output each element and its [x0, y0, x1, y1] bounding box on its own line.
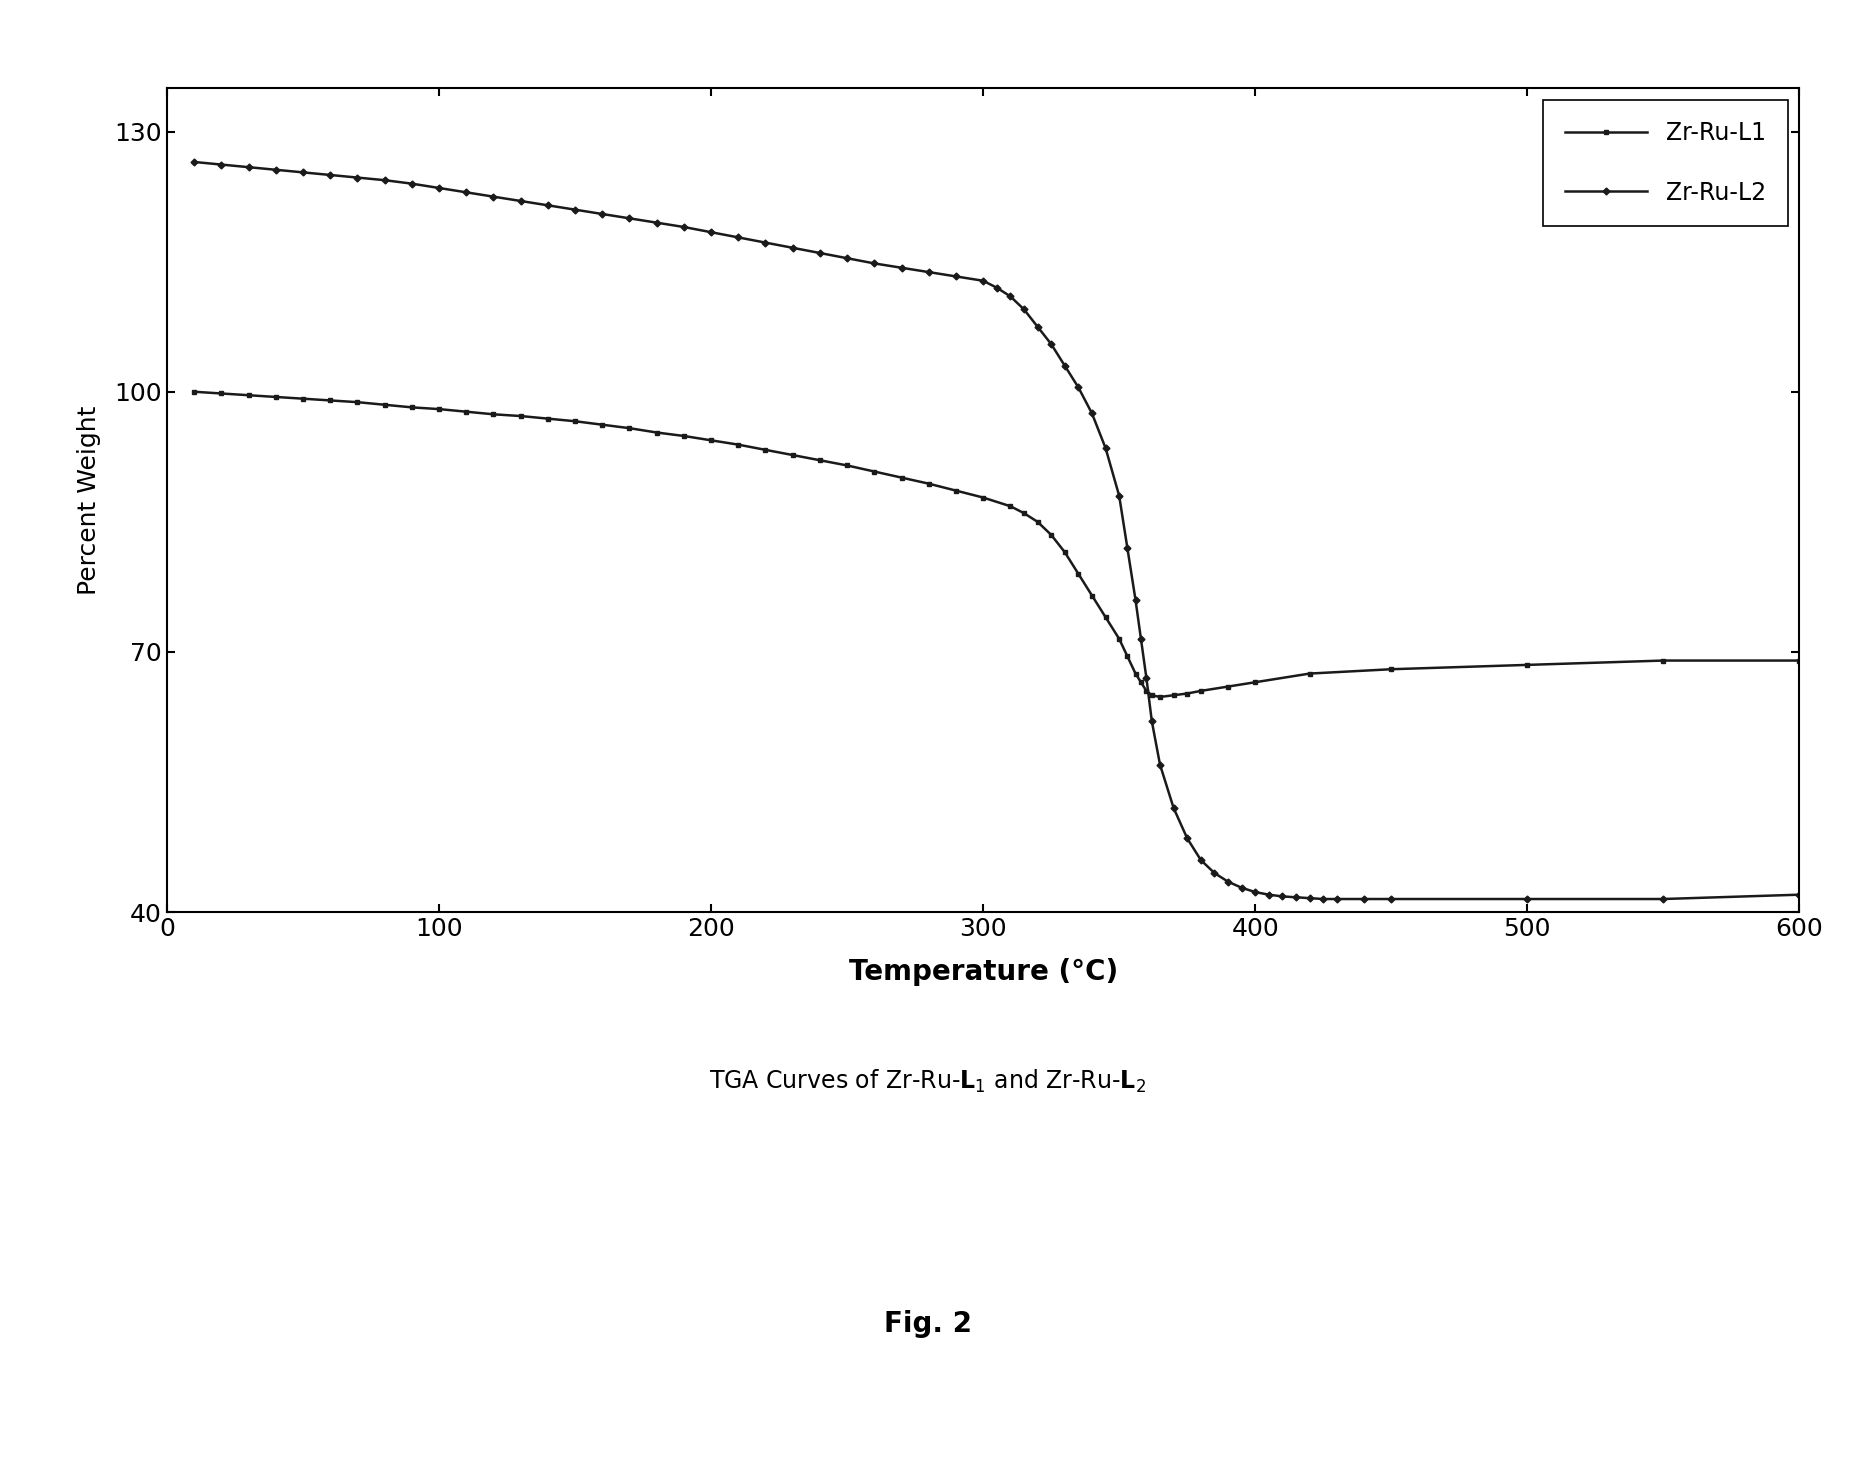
Zr-Ru-L1 — [536, 410, 558, 428]
Zr-Ru-L1 — [454, 403, 477, 421]
Line: Zr-Ru-L1: Zr-Ru-L1 — [191, 390, 1801, 699]
Text: Fig. 2: Fig. 2 — [883, 1309, 972, 1339]
Zr-Ru-L1 — [1653, 652, 1675, 669]
Zr-Ru-L2 — [1117, 538, 1139, 556]
Legend: Zr-Ru-L1, Zr-Ru-L2: Zr-Ru-L1, Zr-Ru-L2 — [1543, 100, 1788, 227]
Zr-Ru-L2 — [1788, 886, 1810, 903]
Zr-Ru-L2 — [1311, 890, 1334, 908]
Zr-Ru-L1 — [1148, 688, 1171, 706]
Zr-Ru-L2 — [1054, 357, 1076, 375]
Zr-Ru-L2 — [401, 175, 423, 193]
Text: TGA Curves of Zr-Ru-$\mathbf{L}_1$ and Zr-Ru-$\mathbf{L}_2$: TGA Curves of Zr-Ru-$\mathbf{L}_1$ and Z… — [709, 1068, 1146, 1094]
Zr-Ru-L2 — [184, 153, 206, 171]
Zr-Ru-L1 — [1245, 674, 1267, 691]
X-axis label: Temperature (°C): Temperature (°C) — [848, 958, 1119, 986]
Zr-Ru-L1 — [727, 435, 749, 453]
Line: Zr-Ru-L2: Zr-Ru-L2 — [191, 159, 1801, 902]
Zr-Ru-L2 — [1000, 287, 1022, 304]
Zr-Ru-L1 — [347, 393, 369, 410]
Y-axis label: Percent Weight: Percent Weight — [76, 406, 100, 594]
Zr-Ru-L2 — [1124, 591, 1146, 609]
Zr-Ru-L1 — [184, 382, 206, 400]
Zr-Ru-L2 — [890, 259, 913, 277]
Zr-Ru-L1 — [1788, 652, 1810, 669]
